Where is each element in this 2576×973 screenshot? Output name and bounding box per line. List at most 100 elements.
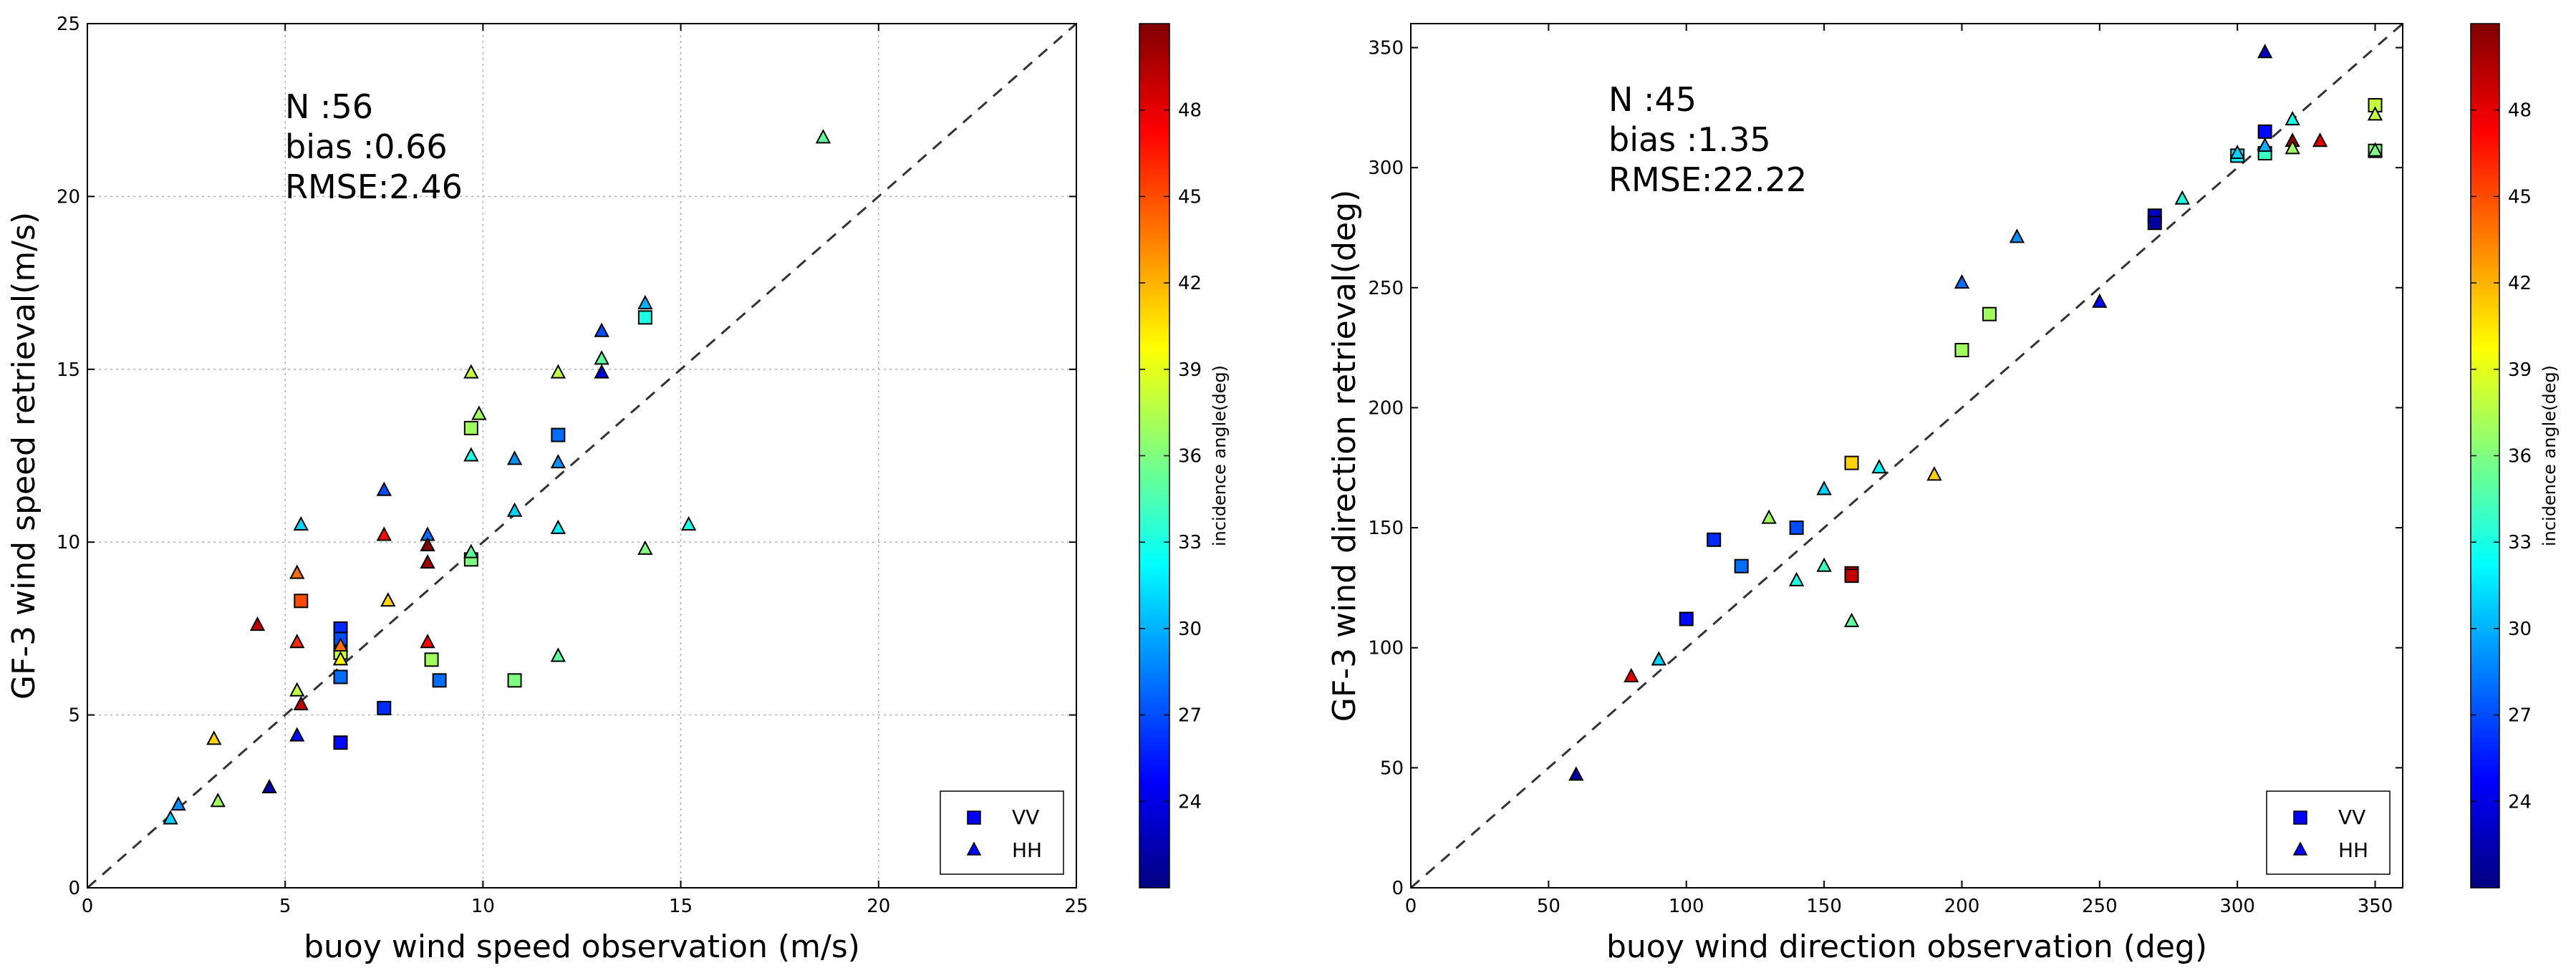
stat-n: N :45	[1608, 80, 1697, 119]
hh-triangle-marker	[261, 778, 277, 793]
hh-triangle-marker	[1816, 557, 1832, 572]
x-tick-label: 350	[2358, 896, 2393, 917]
hh-triangle-marker	[550, 519, 566, 534]
hh-triangle-marker	[2367, 142, 2383, 157]
x-tick-label: 5	[279, 896, 291, 917]
colorbar-tick-label: 48	[1178, 100, 1202, 122]
hh-triangle-marker	[210, 793, 226, 808]
stat-n: N :56	[285, 87, 373, 126]
vv-square-marker	[294, 594, 309, 609]
grid	[87, 24, 1076, 888]
colorbar-tick-label: 30	[2508, 619, 2532, 640]
legend-box	[2266, 790, 2391, 875]
x-tick-label: 300	[2219, 896, 2255, 917]
y-tick-label: 5	[68, 705, 80, 727]
x-tick-label: 15	[669, 896, 693, 917]
hh-triangle-marker	[1926, 466, 1942, 481]
y-tick-label: 10	[57, 532, 80, 553]
hh-triangle-marker	[815, 129, 831, 144]
stats-annotation: N :56 bias :0.66 RMSE:2.46	[285, 87, 463, 206]
colorbar-tick-label: 36	[1178, 446, 1202, 468]
hh-triangle-marker	[163, 810, 178, 825]
hh-triangle-marker	[637, 294, 653, 310]
hh-triangle-marker	[2092, 293, 2108, 308]
legend-triangle-marker	[966, 841, 982, 856]
colorbar: 24 27 30 33 36 39 42 45 48 incidence angle(deg)	[2470, 23, 2560, 889]
x-tick-label: 50	[1537, 896, 1560, 917]
stat-bias: bias :1.35	[1608, 120, 1771, 159]
y-tick-label: 15	[57, 359, 80, 381]
colorbar-tick-label: 33	[1178, 532, 1202, 553]
hh-triangle-marker	[332, 651, 349, 666]
stats-annotation: N :45 bias :1.35 RMSE:22.22	[1608, 80, 1807, 199]
colorbar-tick-label: 30	[1178, 619, 1202, 640]
legend: VV HH	[940, 790, 1064, 875]
y-axis-label: GF-3 wind direction retrieval(deg)	[1326, 190, 1363, 722]
axis-ticks: 0 50 100 150 200 250 300 350 0 50 100 150 200 250 300 3…	[1368, 24, 2403, 917]
x-axis-label: buoy wind speed observation (m/s)	[304, 929, 860, 965]
y-axis-label: GF-3 wind speed retrieval(m/s)	[6, 212, 42, 700]
direction-chart: 0 50 100 150 200 250 300 350 0 50 100 150 200 250 300 3…	[1326, 22, 2560, 965]
hh-triangle-marker	[1871, 459, 1887, 474]
hh-triangle-marker	[2257, 44, 2273, 59]
x-axis-label: buoy wind direction observation (deg)	[1606, 929, 2207, 965]
hh-triangle-marker	[2174, 190, 2190, 205]
hh-triangle-marker	[594, 350, 609, 365]
speed-chart: 0 5 10 15 20 25 0 5 10 15 20 25 buoy wind speed obs…	[6, 14, 1230, 965]
hh-triangle-marker	[2285, 110, 2300, 126]
hh-triangle-marker	[1816, 480, 1832, 495]
hh-triangle-marker	[594, 322, 609, 337]
plot-frame	[1410, 23, 2403, 889]
stat-rmse: RMSE:22.22	[1608, 160, 1807, 199]
colorbar-tick-label: 48	[2508, 100, 2532, 122]
hh-triangle-marker	[1761, 509, 1777, 524]
x-tick-label: 0	[1405, 896, 1417, 917]
colorbar-tick-label: 39	[2508, 359, 2532, 381]
hh-triangle-marker	[2009, 228, 2025, 243]
colorbar: 24 27 30 33 36 39 42 45 48 incidence angle(deg)	[1139, 23, 1230, 889]
legend-box	[940, 790, 1064, 875]
vv-square-marker	[1789, 521, 1804, 536]
vv-square-marker	[637, 310, 652, 325]
y-tick-label: 25	[57, 14, 80, 35]
vv-square-marker	[463, 420, 478, 435]
reference-line	[87, 22, 1077, 889]
vv-square-marker	[333, 669, 348, 684]
y-tick-label: 50	[1380, 757, 1404, 779]
legend-label-hh: HH	[2338, 838, 2368, 862]
legend-triangle-marker	[2292, 841, 2308, 856]
colorbar-label: incidence angle(deg)	[1210, 365, 1230, 546]
x-tick-label: 150	[1806, 896, 1842, 917]
hh-triangle-marker	[463, 364, 479, 379]
colorbar-tick-label: 42	[2508, 273, 2532, 294]
stat-rmse: RMSE:2.46	[285, 168, 463, 206]
vv-square-marker	[1844, 568, 1859, 584]
hh-triangle-marker	[2257, 137, 2273, 152]
x-tick-label: 200	[1944, 896, 1980, 917]
vv-square-marker	[377, 700, 392, 715]
vv-square-marker	[1844, 455, 1859, 470]
vv-square-marker	[1679, 611, 1694, 626]
legend-label-hh: HH	[1012, 838, 1042, 862]
data-points	[1568, 44, 2383, 781]
stat-bias: bias :0.66	[285, 127, 448, 166]
hh-triangle-marker	[293, 695, 309, 711]
hh-triangle-marker	[637, 540, 653, 555]
x-tick-label: 0	[82, 896, 94, 917]
vv-square-marker	[424, 652, 439, 667]
colorbar-label: incidence angle(deg)	[2539, 365, 2560, 546]
vv-square-marker	[2257, 124, 2272, 139]
hh-triangle-marker	[293, 515, 309, 531]
hh-triangle-marker	[1788, 571, 1805, 586]
colorbar-tick-label: 42	[1178, 273, 1202, 294]
x-tick-label: 10	[471, 896, 495, 917]
y-tick-label: 300	[1368, 158, 1404, 179]
vv-square-marker	[1982, 306, 1997, 321]
y-tick-label: 20	[57, 186, 80, 208]
colorbar-tick-label: 39	[1178, 359, 1202, 381]
legend-label-vv: VV	[2338, 805, 2365, 829]
colorbar-tick-label: 27	[1178, 705, 1202, 727]
hh-triangle-marker	[463, 447, 479, 462]
vv-square-marker	[2147, 216, 2162, 231]
hh-triangle-marker	[550, 647, 566, 662]
